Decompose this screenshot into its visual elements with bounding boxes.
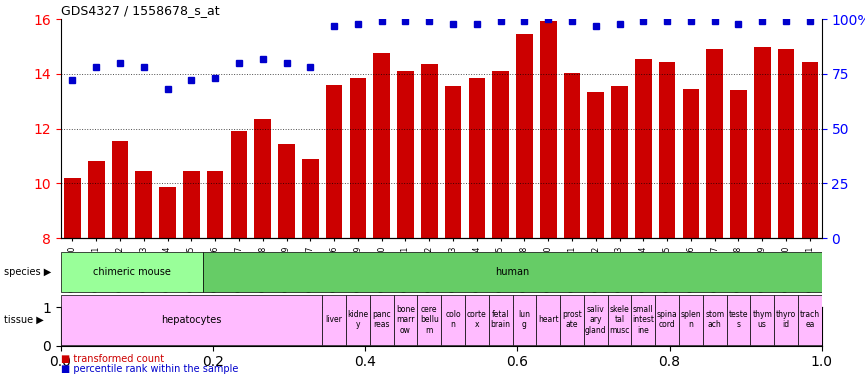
Bar	[183, 171, 200, 238]
Text: human: human	[496, 266, 529, 277]
Text: thyro
id: thyro id	[776, 310, 796, 329]
FancyBboxPatch shape	[727, 295, 751, 344]
Text: small
intest
ine: small intest ine	[632, 305, 654, 334]
Text: splen
n: splen n	[681, 310, 702, 329]
Bar	[88, 161, 105, 238]
FancyBboxPatch shape	[513, 295, 536, 344]
Text: saliv
ary
gland: saliv ary gland	[585, 305, 606, 334]
Text: fetal
brain: fetal brain	[490, 310, 510, 329]
Bar	[469, 78, 485, 238]
Text: thym
us: thym us	[753, 310, 772, 329]
FancyBboxPatch shape	[656, 295, 679, 344]
Text: tissue ▶: tissue ▶	[4, 314, 44, 325]
FancyBboxPatch shape	[418, 295, 441, 344]
Text: trach
ea: trach ea	[800, 310, 820, 329]
Bar	[207, 171, 223, 238]
Bar	[635, 59, 651, 238]
Bar	[730, 90, 746, 238]
Bar	[516, 34, 533, 238]
FancyBboxPatch shape	[394, 295, 418, 344]
FancyBboxPatch shape	[346, 295, 370, 344]
FancyBboxPatch shape	[61, 295, 323, 344]
Text: cere
bellu
m: cere bellu m	[420, 305, 439, 334]
Bar	[778, 49, 794, 238]
Bar	[374, 53, 390, 238]
FancyBboxPatch shape	[370, 295, 394, 344]
Text: colo
n: colo n	[445, 310, 461, 329]
Text: bone
marr
ow: bone marr ow	[396, 305, 415, 334]
Bar	[326, 85, 343, 238]
FancyBboxPatch shape	[608, 295, 631, 344]
Bar	[492, 71, 509, 238]
Text: panc
reas: panc reas	[372, 310, 391, 329]
FancyBboxPatch shape	[631, 295, 656, 344]
FancyBboxPatch shape	[465, 295, 489, 344]
Text: skele
tal
musc: skele tal musc	[609, 305, 630, 334]
FancyBboxPatch shape	[441, 295, 465, 344]
FancyBboxPatch shape	[489, 295, 513, 344]
Bar	[707, 49, 723, 238]
Bar	[136, 171, 152, 238]
Text: GDS4327 / 1558678_s_at: GDS4327 / 1558678_s_at	[61, 3, 219, 17]
FancyBboxPatch shape	[679, 295, 702, 344]
Bar	[159, 187, 176, 238]
FancyBboxPatch shape	[751, 295, 774, 344]
Bar	[682, 89, 699, 238]
FancyBboxPatch shape	[61, 252, 203, 291]
Bar	[659, 61, 676, 238]
Bar	[349, 78, 366, 238]
Text: spina
cord: spina cord	[657, 310, 677, 329]
FancyBboxPatch shape	[203, 252, 822, 291]
Bar	[421, 65, 438, 238]
FancyBboxPatch shape	[584, 295, 608, 344]
Bar	[802, 61, 818, 238]
Text: chimeric mouse: chimeric mouse	[93, 266, 171, 277]
Bar	[64, 178, 80, 238]
Bar	[612, 86, 628, 238]
FancyBboxPatch shape	[798, 295, 822, 344]
Bar	[279, 144, 295, 238]
Text: ■ percentile rank within the sample: ■ percentile rank within the sample	[61, 364, 238, 374]
Bar	[254, 119, 271, 238]
Bar	[540, 21, 556, 238]
FancyBboxPatch shape	[323, 295, 346, 344]
Text: stom
ach: stom ach	[705, 310, 724, 329]
Text: corte
x: corte x	[467, 310, 487, 329]
FancyBboxPatch shape	[536, 295, 561, 344]
Bar	[302, 159, 318, 238]
Text: lun
g: lun g	[518, 310, 530, 329]
FancyBboxPatch shape	[702, 295, 727, 344]
Bar	[112, 141, 128, 238]
FancyBboxPatch shape	[561, 295, 584, 344]
Bar	[564, 73, 580, 238]
Bar	[587, 92, 604, 238]
FancyBboxPatch shape	[774, 295, 798, 344]
Text: species ▶: species ▶	[4, 266, 52, 277]
Text: kidne
y: kidne y	[348, 310, 368, 329]
Bar	[397, 71, 413, 238]
Text: prost
ate: prost ate	[562, 310, 582, 329]
Text: hepatocytes: hepatocytes	[161, 314, 221, 325]
Text: heart: heart	[538, 315, 559, 324]
Bar	[754, 46, 771, 238]
Bar	[445, 86, 461, 238]
Text: teste
s: teste s	[728, 310, 748, 329]
Bar	[231, 131, 247, 238]
Text: liver: liver	[325, 315, 343, 324]
Text: ■ transformed count: ■ transformed count	[61, 354, 163, 364]
